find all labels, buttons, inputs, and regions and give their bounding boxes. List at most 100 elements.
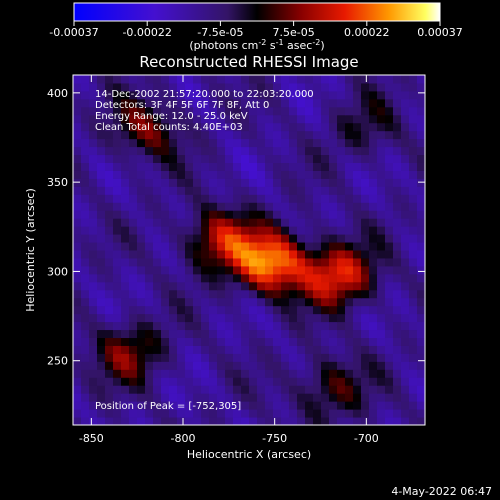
- heatmap-cell: [289, 178, 298, 187]
- heatmap-cell: [329, 409, 338, 418]
- heatmap-cell: [89, 194, 98, 203]
- heatmap-cell: [393, 234, 402, 243]
- heatmap-cell: [273, 202, 282, 211]
- heatmap-cell: [289, 369, 298, 378]
- heatmap-cell: [409, 329, 418, 338]
- heatmap-cell: [193, 114, 202, 124]
- heatmap-cell: [73, 337, 82, 346]
- heatmap-cell: [329, 218, 338, 227]
- heatmap-cell: [209, 90, 218, 100]
- heatmap-cell: [345, 218, 354, 227]
- heatmap-cell: [297, 154, 306, 163]
- heatmap-cell: [265, 234, 274, 243]
- heatmap-cell: [361, 313, 370, 323]
- heatmap-cell: [361, 321, 370, 331]
- heatmap-cell: [161, 226, 170, 235]
- heatmap-cell: [305, 202, 314, 211]
- heatmap-cell: [353, 369, 362, 378]
- heatmap-cell: [305, 417, 314, 425]
- heatmap-cell: [393, 385, 402, 394]
- heatmap-cell: [401, 297, 410, 307]
- heatmap-cell: [409, 242, 418, 251]
- heatmap-cell: [161, 385, 170, 394]
- heatmap-cell: [257, 210, 266, 219]
- heatmap-cell: [105, 218, 114, 227]
- heatmap-cell: [345, 90, 354, 100]
- heatmap-cell: [169, 385, 178, 394]
- heatmap-cell: [417, 305, 425, 315]
- heatmap-cell: [177, 226, 186, 235]
- heatmap-cell: [249, 162, 258, 171]
- heatmap-cell: [377, 194, 386, 203]
- heatmap-cell: [185, 218, 194, 227]
- heatmap-cell: [169, 234, 178, 243]
- heatmap-cell: [329, 273, 338, 283]
- heatmap-cell: [361, 393, 370, 402]
- heatmap-cell: [265, 377, 274, 386]
- heatmap-cell: [249, 297, 258, 307]
- heatmap-cell: [153, 250, 162, 259]
- heatmap-cell: [209, 146, 218, 156]
- heatmap-cell: [257, 393, 266, 402]
- heatmap-cell: [169, 106, 178, 116]
- heatmap-cell: [369, 345, 378, 354]
- heatmap-cell: [401, 202, 410, 211]
- heatmap-cell: [161, 106, 170, 116]
- heatmap-cell: [353, 345, 362, 354]
- heatmap-cell: [257, 178, 266, 187]
- heatmap-cell: [265, 305, 274, 315]
- heatmap-cell: [177, 297, 186, 307]
- heatmap-cell: [209, 385, 218, 394]
- heatmap-cell: [153, 242, 162, 251]
- heatmap-cell: [241, 186, 250, 195]
- heatmap-cell: [201, 417, 210, 425]
- heatmap-cell: [193, 385, 202, 394]
- heatmap-cell: [249, 146, 258, 156]
- y-axis-label: Heliocentric Y (arcsec): [24, 188, 37, 312]
- heatmap-cell: [209, 297, 218, 307]
- heatmap-cell: [233, 82, 242, 92]
- heatmap-cell: [169, 345, 178, 354]
- heatmap-cell: [361, 281, 370, 291]
- heatmap-cell: [121, 122, 130, 132]
- heatmap-cell: [185, 289, 194, 299]
- heatmap-cell: [89, 242, 98, 251]
- heatmap-cell: [281, 146, 290, 156]
- observation-info: 14-Dec-2002 21:57:20.000 to 22:03:20.000…: [95, 89, 314, 133]
- heatmap-cell: [337, 417, 346, 425]
- heatmap-cell: [105, 313, 114, 323]
- heatmap-cell: [233, 250, 242, 259]
- heatmap-cell: [225, 242, 234, 251]
- heatmap-cell: [241, 75, 250, 84]
- heatmap-cell: [361, 305, 370, 315]
- heatmap-cell: [257, 281, 266, 291]
- heatmap-cell: [225, 194, 234, 203]
- heatmap-cell: [233, 202, 242, 211]
- heatmap-cell: [129, 385, 138, 394]
- heatmap-cell: [265, 218, 274, 227]
- heatmap-cell: [169, 138, 178, 148]
- heatmap-cell: [129, 146, 138, 156]
- heatmap-cell: [385, 369, 394, 378]
- heatmap-cell: [153, 265, 162, 275]
- heatmap-cell: [113, 90, 122, 100]
- heatmap-cell: [257, 226, 266, 235]
- heatmap-cell: [313, 138, 322, 148]
- x-axis-label: Heliocentric X (arcsec): [187, 448, 311, 461]
- heatmap-cell: [329, 385, 338, 394]
- heatmap-cell: [201, 138, 210, 148]
- heatmap-cell: [329, 401, 338, 410]
- heatmap-cell: [393, 369, 402, 378]
- heatmap-cell: [97, 154, 106, 163]
- heatmap-cell: [273, 297, 282, 307]
- heatmap-cell: [81, 218, 90, 227]
- heatmap-cell: [329, 393, 338, 402]
- heatmap-cell: [281, 329, 290, 338]
- heatmap-cell: [273, 170, 282, 179]
- heatmap-cell: [369, 417, 378, 425]
- heatmap-cell: [145, 202, 154, 211]
- heatmap-cell: [393, 194, 402, 203]
- heatmap-cell: [121, 242, 130, 251]
- heatmap-cell: [137, 369, 146, 378]
- heatmap-cell: [97, 90, 106, 100]
